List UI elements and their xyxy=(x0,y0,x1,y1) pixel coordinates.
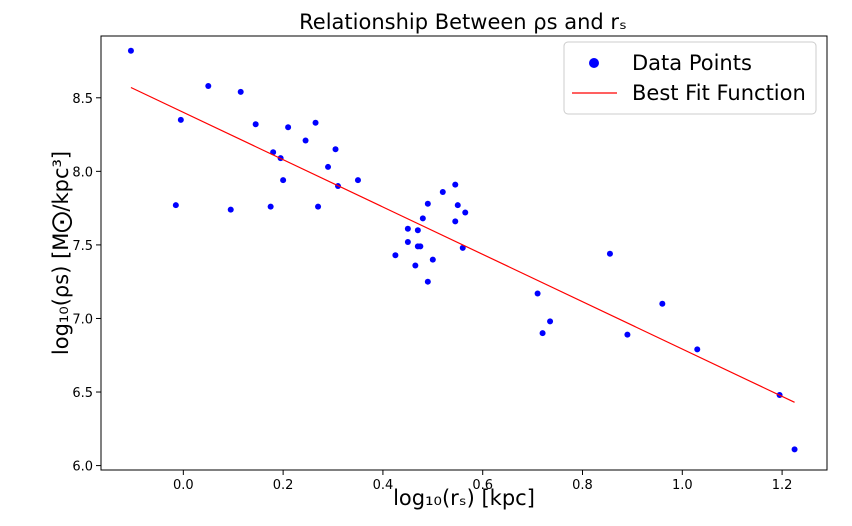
y-tick-label: 6.5 xyxy=(72,386,93,401)
data-point xyxy=(791,446,798,453)
data-point xyxy=(534,290,541,297)
data-point xyxy=(694,346,701,353)
data-point xyxy=(280,177,287,184)
legend: Data Points Best Fit Function xyxy=(563,41,817,115)
data-point xyxy=(429,256,436,263)
x-tick-label: 1.2 xyxy=(772,478,793,493)
data-point xyxy=(227,206,234,213)
data-point xyxy=(424,200,431,207)
data-point xyxy=(462,209,469,216)
x-tick-label: 0.0 xyxy=(173,478,194,493)
data-point xyxy=(547,318,554,325)
y-tick-label: 8.0 xyxy=(72,165,93,180)
data-point xyxy=(315,203,322,210)
data-point xyxy=(539,330,546,337)
y-axis-label: log₁₀(ρs) [M⨀/kpc³] xyxy=(49,151,73,355)
legend-label-best-fit: Best Fit Function xyxy=(632,81,806,105)
data-point xyxy=(302,137,309,144)
x-axis-label: log₁₀(rₛ) [kpc] xyxy=(393,486,535,510)
data-point xyxy=(392,252,399,259)
data-point xyxy=(252,121,259,128)
data-point xyxy=(354,177,361,184)
y-tick-label: 7.5 xyxy=(72,239,93,254)
legend-box xyxy=(563,41,817,115)
y-tick-label: 8.5 xyxy=(72,92,93,107)
data-point xyxy=(404,238,411,245)
data-point xyxy=(412,262,419,269)
data-point xyxy=(424,278,431,285)
data-point xyxy=(439,188,446,195)
data-point xyxy=(172,202,179,209)
data-point xyxy=(205,83,212,90)
y-tick-label: 6.0 xyxy=(72,460,93,475)
data-point xyxy=(454,202,461,209)
x-tick-label: 0.4 xyxy=(373,478,394,493)
legend-marker-data-points xyxy=(589,58,599,68)
data-point xyxy=(459,244,466,251)
x-tick-label: 0.8 xyxy=(572,478,593,493)
chart-title: Relationship Between ρs and rₛ xyxy=(299,10,627,34)
data-point xyxy=(404,225,411,232)
data-point xyxy=(419,215,426,222)
data-point xyxy=(267,203,274,210)
legend-label-data-points: Data Points xyxy=(632,51,752,75)
data-point xyxy=(414,227,421,234)
data-point xyxy=(624,331,631,338)
data-points-layer xyxy=(127,47,798,453)
data-point xyxy=(325,163,332,170)
data-point xyxy=(312,119,319,126)
data-point xyxy=(606,250,613,257)
x-axis: 0.0 0.2 0.4 0.6 0.8 1.0 1.2 xyxy=(173,470,792,493)
data-point xyxy=(177,116,184,123)
data-point xyxy=(285,124,292,131)
data-point xyxy=(127,47,134,54)
plot-area-frame xyxy=(100,35,828,471)
x-tick-label: 0.6 xyxy=(472,478,493,493)
data-point xyxy=(237,88,244,95)
data-point xyxy=(417,243,424,250)
y-axis: 6.0 6.5 7.0 7.5 8.0 8.5 xyxy=(72,92,101,475)
y-tick-label: 7.0 xyxy=(72,312,93,327)
data-point xyxy=(452,181,459,188)
data-point xyxy=(452,218,459,225)
x-tick-label: 1.0 xyxy=(672,478,693,493)
data-point xyxy=(332,146,339,153)
data-point xyxy=(659,300,666,307)
x-tick-label: 0.2 xyxy=(273,478,294,493)
best-fit-line xyxy=(130,86,795,403)
